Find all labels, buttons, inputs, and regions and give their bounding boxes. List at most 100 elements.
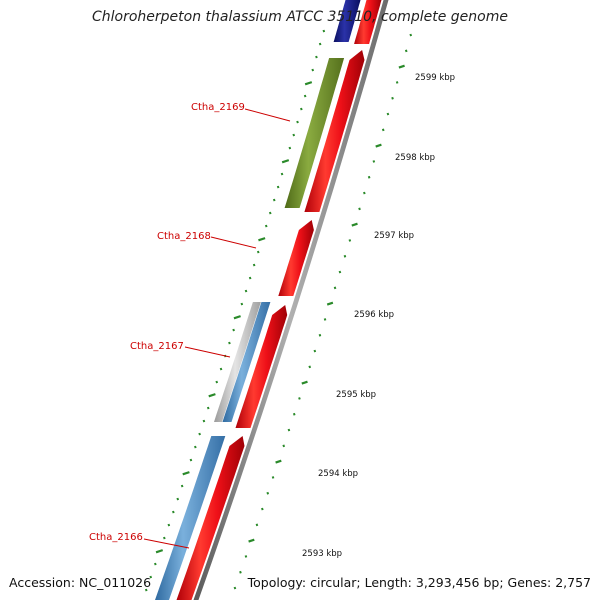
scale-tick — [398, 64, 405, 69]
scale-label-2597: 2597 kbp — [374, 231, 414, 241]
scale-tick — [372, 160, 376, 163]
inner-tick — [304, 81, 313, 86]
leader-line-ctha-2166 — [143, 538, 190, 549]
scale-tick — [298, 397, 301, 400]
navy-feature-top[interactable] — [333, 0, 361, 42]
inner-tick — [144, 588, 148, 592]
inner-tick — [228, 341, 231, 345]
scale-label-2593: 2593 kbp — [302, 549, 342, 559]
scale-label-2594: 2594 kbp — [318, 469, 358, 479]
scale-label-2596: 2596 kbp — [354, 310, 394, 320]
blue-feature-ctha-2166[interactable] — [155, 436, 226, 600]
inner-tick — [167, 523, 171, 527]
scale-tick — [239, 570, 242, 574]
inner-tick — [182, 471, 190, 476]
inner-tick — [252, 263, 256, 267]
scale-tick — [386, 112, 390, 116]
scale-tick — [348, 239, 352, 242]
scale-tick — [326, 301, 334, 306]
scale-tick — [301, 380, 308, 385]
inner-tick — [292, 133, 296, 137]
inner-tick — [244, 289, 248, 293]
scale-label-2599: 2599 kbp — [415, 73, 455, 83]
inner-tick — [300, 107, 303, 111]
scale-tick — [338, 270, 342, 274]
scale-tick — [244, 555, 248, 558]
leader-line-ctha-2168 — [210, 236, 257, 249]
scale-tick — [395, 81, 399, 84]
inner-tick — [296, 120, 299, 124]
grey-feature-ctha-2167[interactable] — [214, 302, 261, 422]
gene-label-ctha-2168[interactable]: Ctha_2168 — [157, 231, 211, 242]
genome-summary-text: Topology: circular; Length: 3,293,456 bp… — [247, 575, 591, 590]
inner-tick — [194, 445, 197, 449]
scale-tick — [233, 586, 237, 590]
gene-label-ctha-2166[interactable]: Ctha_2166 — [89, 532, 143, 543]
inner-tick — [198, 432, 201, 436]
scale-tick — [275, 459, 282, 464]
inner-tick — [272, 198, 276, 202]
scale-tick — [367, 175, 371, 179]
scale-tick — [363, 191, 366, 195]
scale-tick — [343, 254, 347, 258]
scale-tick — [292, 412, 296, 416]
scale-tick — [287, 428, 291, 432]
red-cds-feature-top[interactable] — [354, 0, 382, 44]
inner-tick — [268, 211, 272, 215]
gene-labels: Ctha_2169 Ctha_2168 Ctha_2167 Ctha_2166 — [89, 102, 291, 549]
inner-tick — [248, 276, 252, 280]
scale-tick — [404, 49, 408, 53]
scale-tick — [333, 286, 337, 290]
inner-tick — [215, 380, 219, 384]
scale-tick — [381, 128, 385, 132]
red-cds-feature-4[interactable] — [176, 436, 245, 600]
scale-tick — [271, 476, 275, 479]
scale-tick — [351, 222, 358, 227]
blue-feature-ctha-2167[interactable] — [222, 302, 271, 422]
leader-line-ctha-2169 — [244, 108, 291, 122]
inner-tick — [240, 302, 244, 306]
feature-track — [155, 0, 389, 600]
gene-label-ctha-2169[interactable]: Ctha_2169 — [191, 102, 245, 113]
inner-tick — [189, 458, 193, 462]
scale-tick — [313, 349, 317, 353]
scale-tick — [318, 333, 322, 337]
gene-label-ctha-2167[interactable]: Ctha_2167 — [130, 341, 184, 352]
scale-labels: 2599 kbp 2598 kbp 2597 kbp 2596 kbp 2595… — [302, 73, 455, 559]
inner-tick — [154, 562, 157, 566]
inner-tick — [264, 224, 268, 228]
map-title: Chloroherpeton thalassium ATCC 35110, co… — [92, 9, 508, 25]
inner-tick — [219, 367, 223, 371]
inner-tick — [155, 549, 164, 554]
inner-tick — [311, 68, 315, 72]
scale-label-2595: 2595 kbp — [336, 390, 376, 400]
inner-tick — [315, 55, 318, 59]
inner-tick — [202, 419, 206, 423]
scale-tick — [266, 491, 270, 495]
scale-tick — [409, 33, 413, 37]
leader-line-ctha-2167 — [184, 346, 231, 358]
green-feature-ctha-2169[interactable] — [284, 58, 345, 208]
inner-tick — [232, 328, 235, 332]
backbone-line — [193, 0, 389, 600]
accession-text: Accession: NC_011026 — [9, 575, 152, 590]
red-cds-feature-1[interactable] — [304, 50, 365, 212]
tick-track — [144, 29, 413, 592]
red-cds-feature-3[interactable] — [235, 305, 288, 428]
scale-tick — [358, 207, 361, 211]
red-cds-feature-2[interactable] — [278, 220, 314, 296]
scale-tick — [391, 96, 394, 100]
inner-tick — [163, 536, 166, 540]
inner-tick — [180, 484, 184, 488]
inner-tick — [322, 29, 326, 33]
inner-tick — [303, 94, 307, 98]
scale-tick — [375, 143, 382, 148]
inner-tick — [256, 250, 260, 254]
inner-tick — [206, 406, 210, 410]
scale-tick — [255, 523, 259, 527]
inner-tick — [149, 575, 153, 579]
inner-tick — [318, 42, 322, 46]
scale-tick — [308, 365, 312, 369]
